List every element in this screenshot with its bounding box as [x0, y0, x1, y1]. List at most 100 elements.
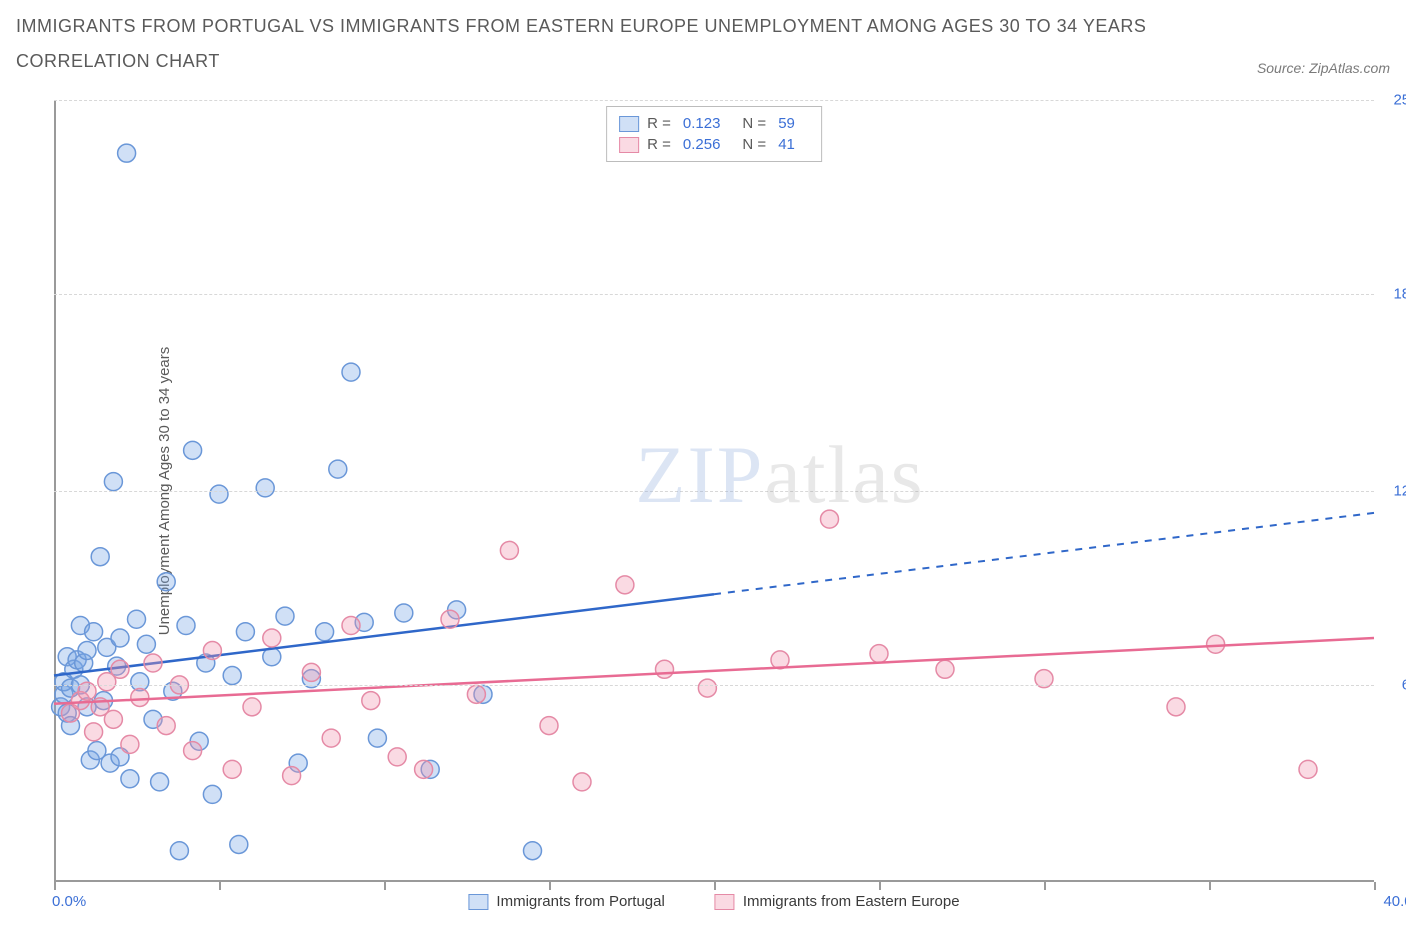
plot-inner: 6.3%12.5%18.8%25.0% — [54, 100, 1374, 882]
grid-line — [54, 100, 1374, 101]
scatter-point-eastern_europe — [157, 717, 175, 735]
scatter-point-eastern_europe — [111, 660, 129, 678]
chart-title-line1: Immigrants from Portugal vs Immigrants f… — [16, 16, 1146, 37]
legend-row-eastern-europe: R = 0.256 N = 41 — [619, 134, 809, 155]
scatter-point-eastern_europe — [821, 510, 839, 528]
scatter-point-portugal — [137, 635, 155, 653]
grid-line — [54, 685, 1374, 686]
scatter-point-eastern_europe — [322, 729, 340, 747]
x-tick — [879, 882, 881, 890]
scatter-point-eastern_europe — [302, 663, 320, 681]
legend-n-label: N = — [742, 136, 766, 153]
scatter-point-eastern_europe — [656, 660, 674, 678]
scatter-point-eastern_europe — [144, 654, 162, 672]
scatter-point-portugal — [329, 460, 347, 478]
x-tick — [1209, 882, 1211, 890]
scatter-point-eastern_europe — [121, 735, 139, 753]
scatter-point-eastern_europe — [223, 760, 241, 778]
scatter-point-portugal — [203, 785, 221, 803]
legend-r-value-eastern-europe: 0.256 — [683, 136, 721, 153]
legend-swatch-eastern-europe — [619, 137, 639, 153]
scatter-point-eastern_europe — [1167, 698, 1185, 716]
x-axis-min-label: 0.0% — [52, 893, 86, 910]
scatter-point-eastern_europe — [362, 692, 380, 710]
scatter-point-eastern_europe — [1207, 635, 1225, 653]
scatter-point-portugal — [157, 573, 175, 591]
scatter-point-portugal — [151, 773, 169, 791]
trend-line-dash-portugal — [714, 513, 1374, 594]
scatter-point-portugal — [230, 835, 248, 853]
chart-title-line2: Correlation Chart — [16, 51, 1146, 72]
scatter-point-portugal — [121, 770, 139, 788]
series-legend-item-eastern-europe: Immigrants from Eastern Europe — [715, 893, 960, 910]
source-label: Source: ZipAtlas.com — [1257, 60, 1390, 76]
scatter-point-eastern_europe — [698, 679, 716, 697]
scatter-point-eastern_europe — [1299, 760, 1317, 778]
legend-r-label: R = — [647, 115, 671, 132]
scatter-point-portugal — [111, 629, 129, 647]
series-name-portugal: Immigrants from Portugal — [496, 893, 664, 910]
scatter-point-portugal — [78, 642, 96, 660]
scatter-point-eastern_europe — [573, 773, 591, 791]
scatter-point-eastern_europe — [616, 576, 634, 594]
scatter-point-eastern_europe — [870, 645, 888, 663]
scatter-point-portugal — [128, 610, 146, 628]
scatter-point-eastern_europe — [540, 717, 558, 735]
x-tick — [714, 882, 716, 890]
scatter-point-eastern_europe — [415, 760, 433, 778]
series-swatch-eastern-europe — [715, 894, 735, 910]
correlation-legend-box: R = 0.123 N = 59 R = 0.256 N = 41 — [606, 106, 822, 162]
y-tick-label: 25.0% — [1393, 92, 1406, 109]
legend-r-label: R = — [647, 136, 671, 153]
x-axis-max-label: 40.0% — [1383, 893, 1406, 910]
scatter-point-portugal — [177, 617, 195, 635]
scatter-point-eastern_europe — [441, 610, 459, 628]
scatter-point-portugal — [236, 623, 254, 641]
grid-line — [54, 491, 1374, 492]
scatter-point-portugal — [85, 623, 103, 641]
scatter-point-eastern_europe — [500, 541, 518, 559]
legend-n-label: N = — [742, 115, 766, 132]
scatter-point-eastern_europe — [467, 685, 485, 703]
scatter-point-portugal — [342, 363, 360, 381]
x-tick — [219, 882, 221, 890]
scatter-point-portugal — [256, 479, 274, 497]
scatter-point-eastern_europe — [104, 710, 122, 728]
scatter-point-portugal — [91, 548, 109, 566]
y-tick-label: 18.8% — [1393, 285, 1406, 302]
scatter-point-eastern_europe — [203, 642, 221, 660]
scatter-point-portugal — [276, 607, 294, 625]
x-tick — [1044, 882, 1046, 890]
scatter-point-eastern_europe — [131, 688, 149, 706]
legend-n-value-portugal: 59 — [778, 115, 795, 132]
scatter-point-portugal — [210, 485, 228, 503]
chart-title-block: Immigrants from Portugal vs Immigrants f… — [16, 16, 1146, 72]
scatter-point-eastern_europe — [263, 629, 281, 647]
scatter-point-portugal — [223, 667, 241, 685]
series-swatch-portugal — [468, 894, 488, 910]
x-tick — [54, 882, 56, 890]
scatter-point-eastern_europe — [388, 748, 406, 766]
y-tick-label: 12.5% — [1393, 483, 1406, 500]
legend-row-portugal: R = 0.123 N = 59 — [619, 113, 809, 134]
legend-r-value-portugal: 0.123 — [683, 115, 721, 132]
scatter-point-portugal — [118, 144, 136, 162]
x-tick — [1374, 882, 1376, 890]
scatter-point-portugal — [395, 604, 413, 622]
series-legend-item-portugal: Immigrants from Portugal — [468, 893, 664, 910]
scatter-point-portugal — [184, 441, 202, 459]
legend-swatch-portugal — [619, 116, 639, 132]
scatter-point-eastern_europe — [342, 617, 360, 635]
scatter-point-eastern_europe — [283, 767, 301, 785]
series-name-eastern-europe: Immigrants from Eastern Europe — [743, 893, 960, 910]
chart-plot-area: Unemployment Among Ages 30 to 34 years Z… — [54, 100, 1374, 882]
scatter-point-eastern_europe — [184, 742, 202, 760]
grid-line — [54, 294, 1374, 295]
scatter-point-eastern_europe — [936, 660, 954, 678]
scatter-point-eastern_europe — [243, 698, 261, 716]
series-legend: Immigrants from Portugal Immigrants from… — [468, 893, 959, 910]
scatter-point-portugal — [104, 473, 122, 491]
scatter-point-portugal — [316, 623, 334, 641]
scatter-point-eastern_europe — [85, 723, 103, 741]
scatter-point-portugal — [368, 729, 386, 747]
